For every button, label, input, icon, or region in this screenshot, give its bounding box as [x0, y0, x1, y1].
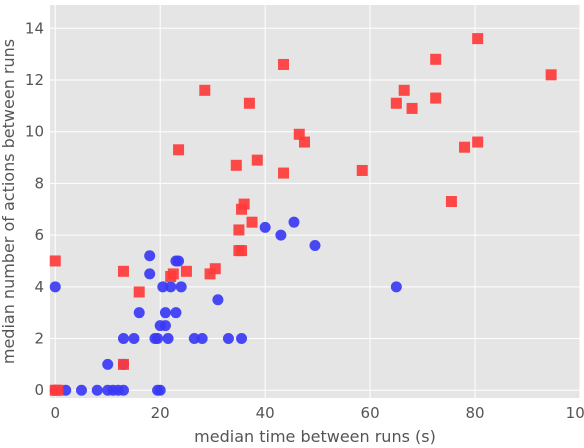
circle-point: [144, 268, 156, 280]
circle-point: [117, 384, 129, 396]
square-point: [251, 154, 263, 166]
square-point: [180, 265, 192, 277]
square-point: [52, 384, 64, 396]
circle-point: [275, 229, 287, 241]
x-tick-label: 20: [151, 404, 170, 422]
square-point: [406, 102, 418, 114]
square-point: [472, 33, 484, 45]
y-tick-label: 6: [34, 226, 44, 244]
x-axis-title: median time between runs (s): [194, 427, 436, 446]
circle-point: [188, 333, 200, 345]
x-tick-label: 0: [50, 404, 60, 422]
circle-point: [49, 281, 61, 293]
square-point: [545, 69, 557, 81]
x-tick-labels: 0 20 40 60 80 100: [50, 404, 584, 422]
square-point: [230, 159, 242, 171]
plot-area: [50, 5, 580, 398]
circle-point: [144, 250, 156, 262]
square-point: [238, 198, 250, 210]
circle-point: [162, 333, 174, 345]
circle-point: [165, 281, 177, 293]
square-point: [390, 97, 402, 109]
y-tick-label: 0: [34, 381, 44, 399]
square-point: [49, 255, 61, 267]
square-point: [278, 167, 290, 179]
circle-point: [152, 333, 164, 345]
circle-point: [288, 216, 300, 228]
x-tick-label: 60: [361, 404, 380, 422]
square-point: [173, 144, 185, 156]
circle-point: [159, 307, 171, 319]
circle-point: [117, 333, 129, 345]
circle-point: [222, 333, 234, 345]
circle-point: [133, 307, 145, 319]
circle-point: [91, 384, 103, 396]
circle-point: [196, 333, 208, 345]
circle-point: [154, 384, 166, 396]
square-point: [133, 286, 145, 298]
square-point: [236, 245, 248, 257]
square-point: [398, 84, 410, 96]
square-point: [430, 92, 442, 104]
y-tick-labels: 0 2 4 6 8 10 12 14: [25, 19, 44, 399]
y-tick-label: 2: [34, 330, 44, 348]
circle-point: [173, 255, 185, 267]
circle-point: [175, 281, 187, 293]
square-point: [472, 136, 484, 148]
y-tick-label: 14: [25, 19, 44, 37]
circle-point: [259, 221, 271, 233]
circle-point: [236, 333, 248, 345]
circle-point: [212, 294, 224, 306]
square-point: [459, 141, 471, 153]
circle-point: [309, 239, 321, 251]
square-point: [167, 268, 179, 280]
data-points: [49, 33, 557, 396]
x-tick-label: 80: [466, 404, 485, 422]
square-point: [209, 263, 221, 275]
y-tick-label: 12: [25, 71, 44, 89]
square-point: [117, 265, 129, 277]
square-point: [233, 224, 245, 236]
square-point: [293, 128, 305, 140]
x-tick-label: 100: [566, 404, 584, 422]
y-tick-label: 4: [34, 278, 44, 296]
circle-point: [170, 307, 182, 319]
square-point: [246, 216, 258, 228]
circle-point: [157, 281, 169, 293]
circle-point: [102, 358, 114, 370]
circle-point: [75, 384, 87, 396]
square-point: [199, 84, 211, 96]
x-tick-label: 40: [256, 404, 275, 422]
square-point: [278, 58, 290, 70]
square-point: [243, 97, 255, 109]
square-point: [445, 196, 457, 207]
circle-point: [159, 320, 171, 332]
circle-point: [390, 281, 402, 293]
square-point: [117, 358, 129, 370]
square-point: [299, 136, 311, 148]
square-point: [430, 53, 442, 65]
y-axis-title: median number of actions between runs: [0, 39, 18, 364]
square-point: [356, 164, 368, 176]
y-tick-label: 8: [34, 174, 44, 192]
circle-point: [128, 333, 140, 345]
y-tick-label: 10: [25, 123, 44, 141]
